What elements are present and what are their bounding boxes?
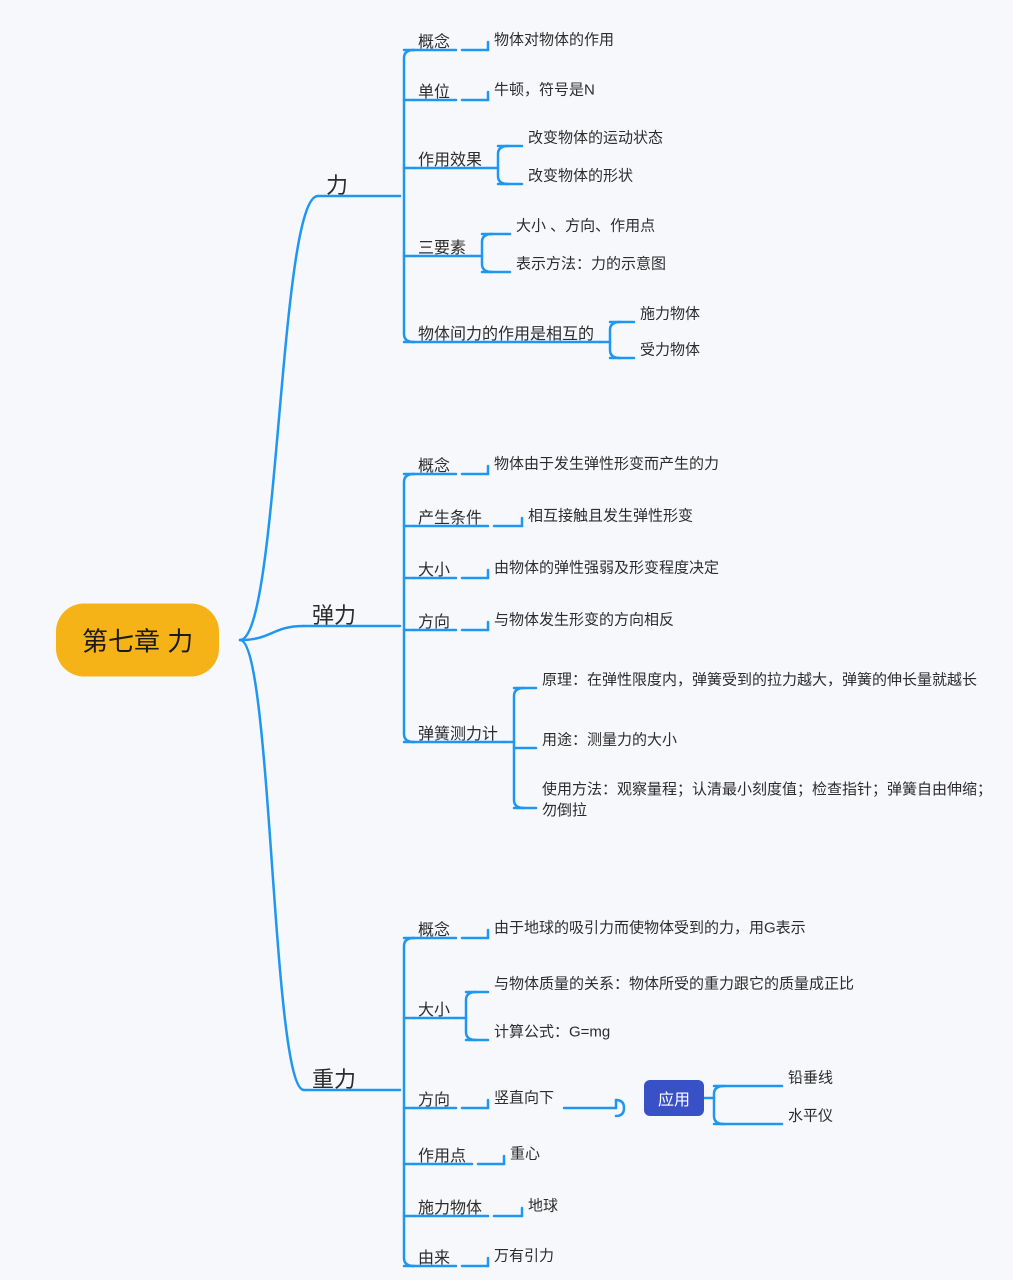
app-box: 应用: [644, 1080, 704, 1116]
leaf-0-2-0: 改变物体的运动状态: [528, 128, 663, 149]
leaf-2-0-0: 由于地球的吸引力而使物体受到的力，用G表示: [494, 918, 806, 939]
leaf-1-1-0: 相互接触且发生弹性形变: [528, 506, 693, 527]
app-leaf-1: 水平仪: [788, 1106, 833, 1127]
sub-2-0: 概念: [418, 916, 450, 940]
leaf-2-3-0: 重心: [510, 1144, 540, 1165]
sub-1-4: 弹簧测力计: [418, 720, 498, 744]
sub-0-1: 单位: [418, 78, 450, 102]
leaf-0-2-1: 改变物体的形状: [528, 166, 633, 187]
leaf-0-1-0: 牛顿，符号是N: [494, 80, 595, 101]
leaf-0-4-0: 施力物体: [640, 304, 700, 325]
leaf-0-0-0: 物体对物体的作用: [494, 30, 614, 51]
sub-1-1: 产生条件: [418, 504, 482, 528]
leaf-2-1-1: 计算公式：G=mg: [494, 1022, 610, 1043]
sub-0-4: 物体间力的作用是相互的: [418, 320, 594, 344]
sub-2-2: 方向: [418, 1086, 450, 1110]
leaf-1-0-0: 物体由于发生弹性形变而产生的力: [494, 454, 719, 475]
leaf-2-1-0: 与物体质量的关系：物体所受的重力跟它的质量成正比: [494, 974, 854, 995]
leaf-2-2-0: 竖直向下: [494, 1088, 554, 1109]
leaf-1-4-2: 使用方法：观察量程；认清最小刻度值；检查指针；弹簧自由伸缩；勿倒拉: [542, 779, 992, 821]
sub-0-0: 概念: [418, 28, 450, 52]
sub-2-1: 大小: [418, 996, 450, 1020]
category-0: 力: [326, 168, 348, 200]
leaf-1-3-0: 与物体发生形变的方向相反: [494, 610, 674, 631]
category-1: 弹力: [312, 598, 356, 630]
leaf-0-4-1: 受力物体: [640, 340, 700, 361]
mindmap-root: 第七章 力: [56, 604, 219, 677]
sub-1-2: 大小: [418, 556, 450, 580]
sub-0-3: 三要素: [418, 234, 466, 258]
sub-0-2: 作用效果: [418, 146, 482, 170]
sub-1-0: 概念: [418, 452, 450, 476]
leaf-2-5-0: 万有引力: [494, 1246, 554, 1267]
sub-2-4: 施力物体: [418, 1194, 482, 1218]
leaf-2-4-0: 地球: [528, 1196, 558, 1217]
leaf-1-4-1: 用途：测量力的大小: [542, 730, 677, 751]
app-leaf-0: 铅垂线: [788, 1068, 833, 1089]
leaf-1-2-0: 由物体的弹性强弱及形变程度决定: [494, 558, 719, 579]
sub-2-5: 由来: [418, 1244, 450, 1268]
leaf-1-4-0: 原理：在弹性限度内，弹簧受到的拉力越大，弹簧的伸长量就越长: [542, 670, 977, 691]
leaf-0-3-0: 大小 、方向、作用点: [516, 216, 655, 237]
category-2: 重力: [312, 1062, 356, 1094]
leaf-0-3-1: 表示方法：力的示意图: [516, 254, 666, 275]
sub-1-3: 方向: [418, 608, 450, 632]
sub-2-3: 作用点: [418, 1142, 466, 1166]
